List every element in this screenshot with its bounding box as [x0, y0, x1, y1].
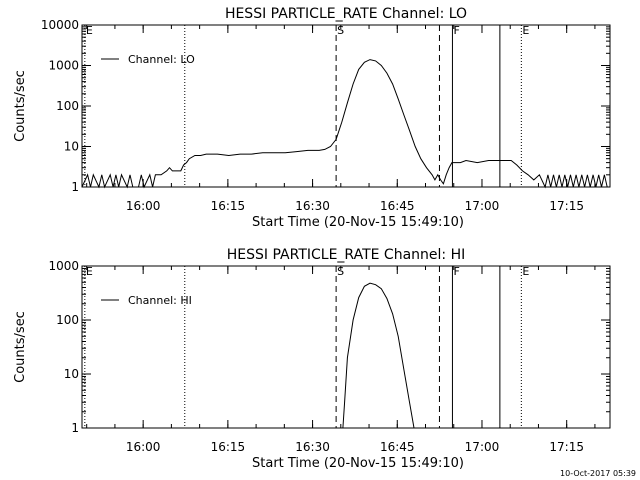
- footer-timestamp: 10-Oct-2017 05:39: [560, 469, 636, 478]
- series-line: [81, 59, 608, 189]
- x-tick-label: 17:15: [549, 440, 584, 454]
- event-marker-label: E: [86, 265, 93, 278]
- y-tick-label: 10: [64, 140, 79, 154]
- y-axis-label: Counts/sec: [13, 70, 28, 142]
- x-tick-label: 17:00: [465, 440, 500, 454]
- top-panel-lo-channel: HESSI PARTICLE_RATE Channel: LO 16:00 16:1…: [13, 6, 611, 230]
- x-tick-label: 17:00: [465, 199, 500, 213]
- legend-label: Channel: HI: [128, 294, 192, 307]
- y-tick-label: 100: [56, 99, 79, 113]
- y-tick-label: 1: [71, 180, 79, 194]
- x-axis-label: Start Time (20-Nov-15 15:49:10): [252, 215, 464, 230]
- x-tick-label: 16:15: [211, 199, 246, 213]
- x-tick-label: 16:00: [126, 199, 161, 213]
- y-tick-label: 100: [56, 313, 79, 327]
- x-tick-label: 16:30: [295, 440, 330, 454]
- y-tick-label: 10: [64, 367, 79, 381]
- x-tick-label: 16:45: [380, 440, 415, 454]
- x-axis-label: Start Time (20-Nov-15 15:49:10): [252, 456, 464, 471]
- event-marker-label: F: [453, 265, 459, 278]
- event-marker-label: E: [86, 24, 93, 37]
- y-tick-label: 1000: [48, 259, 79, 273]
- y-tick-label: 1000: [48, 59, 79, 73]
- x-tick-label: 16:00: [126, 440, 161, 454]
- event-marker-label: S: [337, 24, 344, 37]
- y-tick-label: 10000: [41, 18, 79, 32]
- chart-title: HESSI PARTICLE_RATE Channel: HI: [227, 247, 465, 263]
- event-marker-label: E: [522, 265, 529, 278]
- plot-frame: [81, 265, 611, 429]
- event-marker-label: E: [522, 24, 529, 37]
- chart-title: HESSI PARTICLE_RATE Channel: LO: [225, 6, 467, 22]
- event-marker-label: F: [453, 24, 459, 37]
- bottom-panel-hi-channel: HESSI PARTICLE_RATE Channel: HI 16:00 16:1…: [13, 247, 611, 471]
- legend-label: Channel: LO: [128, 53, 195, 66]
- x-tick-label: 17:15: [549, 199, 584, 213]
- series-line: [342, 282, 415, 429]
- x-tick-label: 16:15: [211, 440, 246, 454]
- x-tick-label: 16:30: [295, 199, 330, 213]
- y-tick-label: 1: [71, 421, 79, 435]
- event-marker-label: S: [337, 265, 344, 278]
- x-tick-label: 16:45: [380, 199, 415, 213]
- y-axis-label: Counts/sec: [13, 311, 28, 383]
